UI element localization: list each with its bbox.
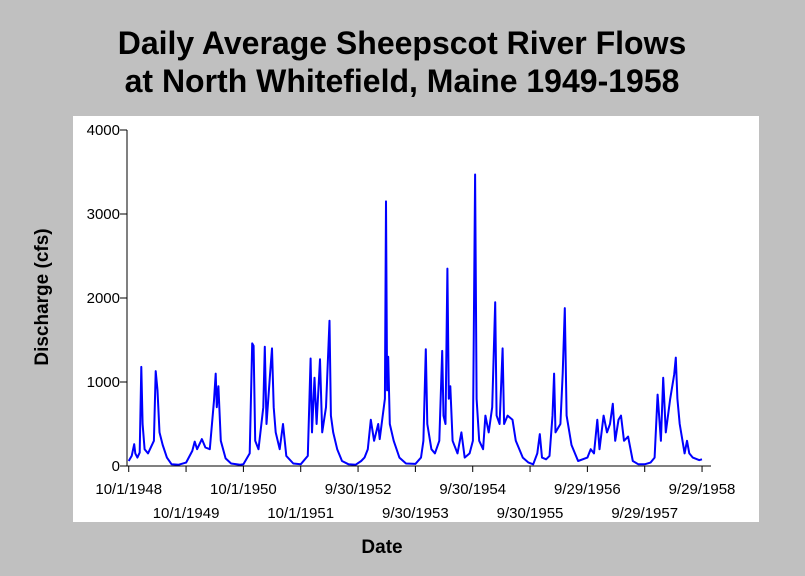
y-tick-label: 3000 [87,206,120,223]
x-axis-label: Date [361,537,402,558]
x-tick-label: 10/1/1948 [95,481,162,498]
x-tick-label: 9/29/1956 [554,481,621,498]
x-tick-label: 10/1/1949 [153,505,220,522]
x-tick-label: 9/29/1958 [669,481,736,498]
y-tick-label: 1000 [87,374,120,391]
x-tick-label: 9/30/1955 [497,505,564,522]
y-tick-label: 4000 [87,122,120,139]
y-tick-label: 0 [112,458,120,475]
x-tick-label: 10/1/1951 [267,505,334,522]
y-axis-label: Discharge (cfs) [32,228,53,365]
chart-title-line-2: at North Whitefield, Maine 1949-1958 [125,63,680,99]
x-tick-label: 9/30/1952 [325,481,392,498]
x-tick-label: 9/30/1953 [382,505,449,522]
x-tick-label: 9/30/1954 [439,481,506,498]
chart-title-line-1: Daily Average Sheepscot River Flows [118,25,687,61]
series-group [127,173,703,466]
plot-area [73,116,759,522]
x-tick-label: 9/29/1957 [611,505,678,522]
series-line-0 [127,173,703,466]
y-tick-label: 2000 [87,290,120,307]
y-axis: 0 1000 2000 3000 4000 [87,122,128,475]
x-axis: 10/1/1948 10/1/1949 10/1/1950 10/1/1951 9/30… [95,465,736,522]
x-tick-label: 10/1/1950 [210,481,277,498]
